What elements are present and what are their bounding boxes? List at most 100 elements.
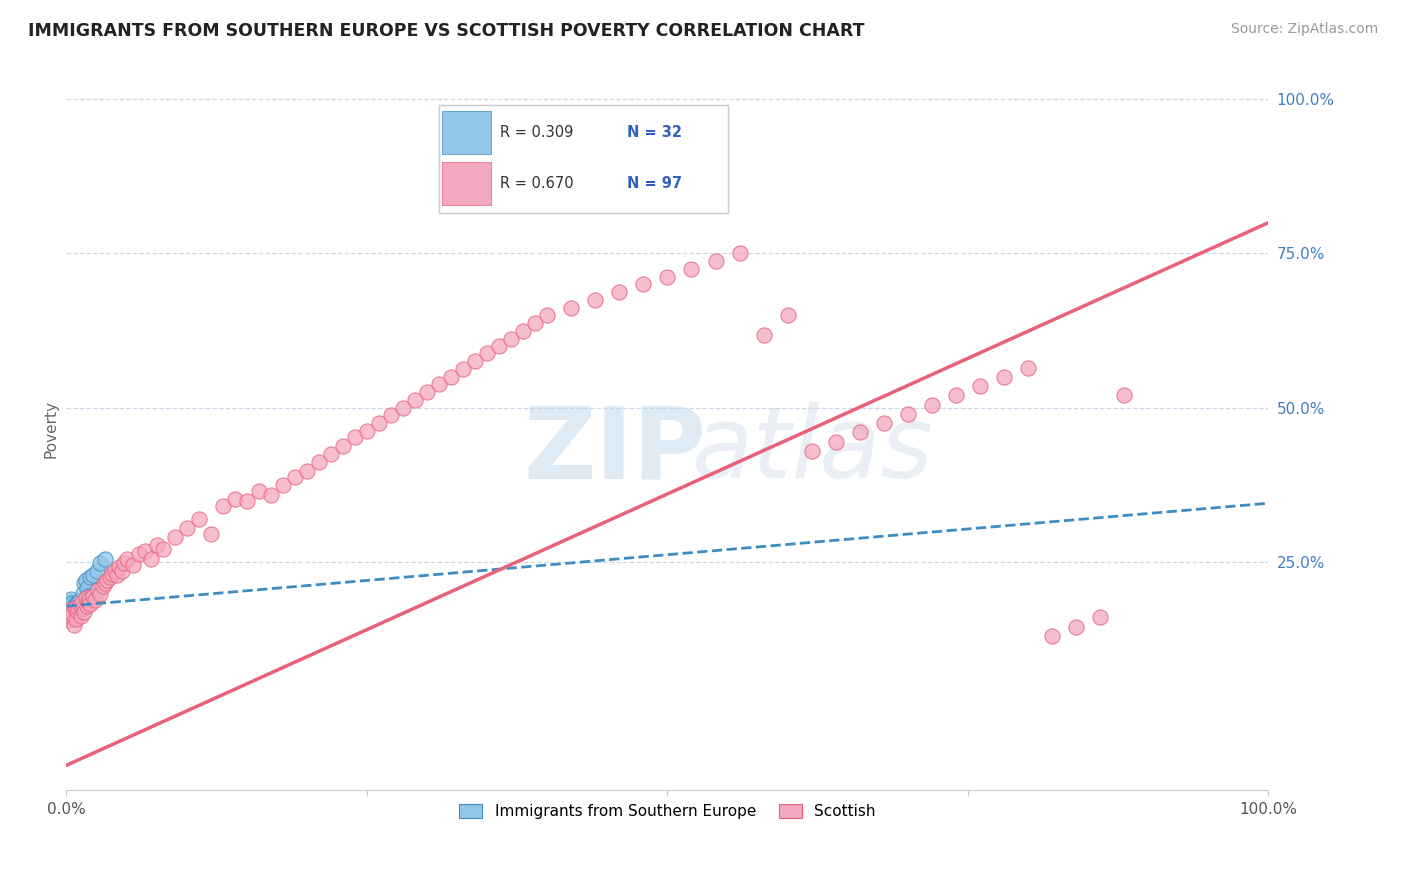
Point [488,339,510,353]
Point [75,574,97,588]
Point [59,595,82,609]
Point [380,408,402,422]
Point [392,401,415,415]
Point [76,599,98,614]
Point [84,593,107,607]
Point [62,605,84,619]
Point [560,301,582,315]
Point [96,574,118,588]
Point [145,537,167,551]
Point [67,595,90,609]
Point [108,559,131,574]
Point [79,591,101,606]
Point [271,477,294,491]
Point [72,585,94,599]
Point [67,603,90,617]
Point [112,556,135,570]
Point [62,607,84,622]
Point [66,598,89,612]
Point [66,607,89,622]
Point [657,269,679,284]
Point [187,511,209,525]
Point [176,521,198,535]
Point [404,393,426,408]
Point [86,564,108,578]
Point [62,601,84,615]
Point [72,601,94,615]
Point [224,491,246,506]
Point [89,587,111,601]
Point [1040,629,1063,643]
Point [73,576,96,591]
Point [1064,619,1087,633]
Point [79,597,101,611]
Point [121,558,143,572]
Point [128,548,150,562]
Point [609,285,631,299]
Point [440,369,463,384]
Point [824,434,846,449]
Point [536,308,558,322]
Point [427,377,450,392]
Point [343,430,366,444]
Point [295,463,318,477]
Point [60,591,83,606]
Point [247,483,270,498]
Point [728,246,751,260]
Y-axis label: Poverty: Poverty [44,401,58,458]
Point [776,308,799,322]
Point [848,425,870,440]
Point [77,589,100,603]
Point [58,605,80,619]
Point [111,564,134,578]
Point [451,362,474,376]
Point [70,595,93,609]
Point [897,407,920,421]
Point [65,598,87,612]
Point [200,527,222,541]
Point [416,385,439,400]
Point [60,610,83,624]
Point [873,416,896,430]
Point [115,551,138,566]
Point [63,601,86,615]
Point [94,551,117,566]
Point [969,379,991,393]
Point [332,439,354,453]
Point [62,596,84,610]
Point [69,598,91,612]
Point [512,324,534,338]
Point [139,551,162,566]
Point [475,346,498,360]
Point [60,610,83,624]
Point [103,564,125,578]
Point [69,599,91,614]
Point [211,500,233,514]
Point [91,579,114,593]
Point [752,327,775,342]
Point [67,601,90,615]
Point [70,601,93,615]
Point [921,398,943,412]
Point [134,543,156,558]
Point [993,369,1015,384]
Point [77,595,100,609]
Point [152,542,174,557]
Point [1088,610,1111,624]
Point [82,568,104,582]
Point [56,605,79,619]
Point [75,591,97,605]
Point [65,601,87,615]
Point [945,388,967,402]
Point [464,354,486,368]
Point [89,556,111,570]
Point [633,277,655,292]
Point [70,597,93,611]
Point [368,416,391,430]
Point [1017,360,1039,375]
Point [63,599,86,614]
Point [163,530,186,544]
Point [260,488,283,502]
Point [105,568,128,582]
Point [356,424,378,438]
